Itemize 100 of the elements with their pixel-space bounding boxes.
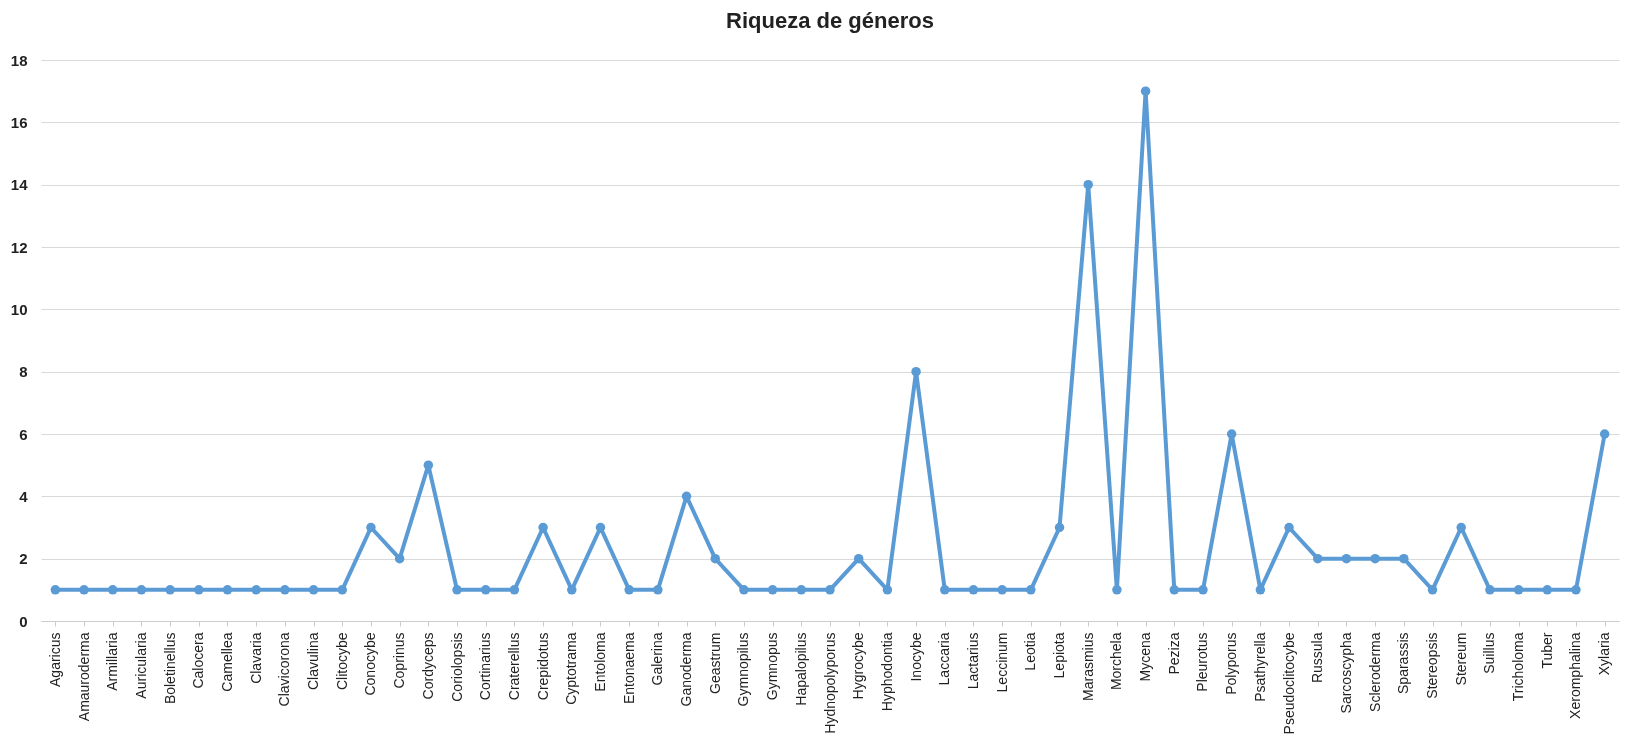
x-tick-label: Peziza: [1165, 632, 1182, 675]
point: [853, 553, 864, 564]
point: [1083, 179, 1093, 190]
x-tick-label: Stereum: [1452, 632, 1469, 686]
point: [509, 585, 520, 595]
x-tick-label: Laccaria: [936, 632, 953, 686]
x-tick-label: Xylaria: [1596, 632, 1613, 676]
x-tick-label: Tricholoma: [1510, 632, 1527, 702]
y-tick-label: 16: [10, 113, 28, 131]
point: [136, 585, 147, 595]
x-tick-label: Cordyceps: [419, 632, 436, 700]
x-tick-label: Psathyrella: [1251, 632, 1268, 702]
x-tick-label: Scleroderma: [1366, 632, 1383, 712]
point: [79, 585, 89, 595]
x-tick-label: Marasmius: [1079, 632, 1096, 701]
point: [165, 585, 175, 595]
point: [50, 585, 61, 595]
x-tick-label: Clitocybe: [333, 632, 350, 691]
x-tick-label: Pseudoclitocybe: [1280, 632, 1297, 735]
x-tick-label: Boletinellus: [161, 632, 178, 705]
point: [1313, 553, 1323, 564]
point: [1599, 429, 1610, 439]
x-tick-label: Lactarius: [964, 632, 981, 690]
x-tick-label: Polyporus: [1223, 632, 1240, 695]
point: [567, 585, 577, 595]
x-tick-label: Calocera: [190, 632, 207, 689]
x-tick-label: Suillus: [1481, 632, 1498, 674]
y-tick-label: 14: [10, 176, 29, 194]
point: [1198, 585, 1208, 595]
x-tick-label: Agaricus: [46, 632, 63, 687]
x-tick-label: Clavulina: [305, 632, 322, 691]
y-tick-label: 2: [19, 550, 28, 568]
x-tick-label: Cortinarius: [477, 632, 494, 701]
x-tick-label: Leotia: [1022, 632, 1039, 671]
point: [882, 585, 893, 595]
point: [911, 366, 921, 377]
point: [308, 585, 319, 595]
x-tick-label: Entonaema: [620, 632, 637, 705]
x-tick-label: Amauroderma: [75, 632, 92, 722]
x-tick-label: Clavicorona: [276, 632, 293, 707]
x-tick-label: Coprinus: [391, 632, 408, 689]
y-tick-label: 18: [10, 51, 28, 69]
x-tick-label: Mycena: [1137, 632, 1154, 682]
point: [1571, 585, 1581, 595]
point: [1399, 553, 1409, 564]
point: [825, 585, 835, 595]
chart-title: Riqueza de géneros: [726, 8, 934, 33]
point: [480, 585, 491, 595]
x-tick-label: Entoloma: [591, 632, 608, 692]
x-tick-label: Pleurotus: [1194, 632, 1211, 692]
point: [280, 585, 290, 595]
x-tick-label: Crepidotus: [534, 632, 551, 701]
y-tick-label: 12: [10, 238, 28, 256]
x-tick-label: Sarcoscypha: [1337, 632, 1354, 714]
point: [1485, 585, 1495, 595]
point: [1112, 585, 1122, 595]
x-tick-label: Gymnopus: [764, 632, 781, 701]
x-tick-label: Galerina: [649, 632, 666, 686]
x-tick-label: Morchela: [1108, 632, 1125, 691]
x-tick-label: Stereopsis: [1424, 632, 1441, 699]
point: [1542, 585, 1553, 595]
x-tick-label: Russula: [1309, 632, 1326, 684]
y-tick-label: 6: [19, 425, 28, 443]
x-tick-label: Sparassis: [1395, 632, 1412, 694]
point: [1169, 585, 1180, 595]
point: [1226, 429, 1237, 439]
point: [423, 460, 434, 470]
point: [1140, 86, 1151, 96]
x-tick-label: Ganoderma: [678, 632, 695, 707]
point: [739, 585, 749, 595]
y-tick-label: 4: [19, 487, 29, 505]
point: [394, 553, 405, 564]
x-tick-label: Xeromphalina: [1567, 632, 1584, 719]
point: [1513, 585, 1524, 595]
point: [251, 585, 261, 595]
point: [767, 585, 778, 595]
point: [1284, 522, 1294, 533]
x-tick-label: Leccinum: [993, 632, 1010, 693]
point: [1054, 522, 1065, 533]
x-tick-label: Gymnopilus: [735, 632, 752, 707]
x-tick-label: Clavaria: [247, 632, 264, 684]
x-tick-label: Camellea: [218, 632, 235, 692]
point: [222, 585, 233, 595]
point: [624, 585, 634, 595]
x-tick-label: Tuber: [1538, 632, 1555, 669]
point: [968, 585, 979, 595]
y-tick-label: 10: [10, 300, 28, 318]
y-tick-label: 0: [19, 612, 28, 630]
x-tick-label: Lepiota: [1051, 632, 1068, 679]
point: [452, 585, 462, 595]
x-tick-label: Inocybe: [907, 632, 924, 682]
point: [653, 585, 663, 595]
point: [107, 585, 118, 595]
x-tick-label: Coriolopsis: [448, 632, 465, 702]
x-tick-label: Hydnopolyporus: [821, 632, 838, 734]
x-tick-label: Geastrum: [706, 632, 723, 694]
point: [1427, 585, 1438, 595]
x-tick-label: Armillaria: [104, 632, 121, 691]
point: [366, 522, 376, 533]
x-tick-label: Auricularia: [132, 632, 149, 699]
